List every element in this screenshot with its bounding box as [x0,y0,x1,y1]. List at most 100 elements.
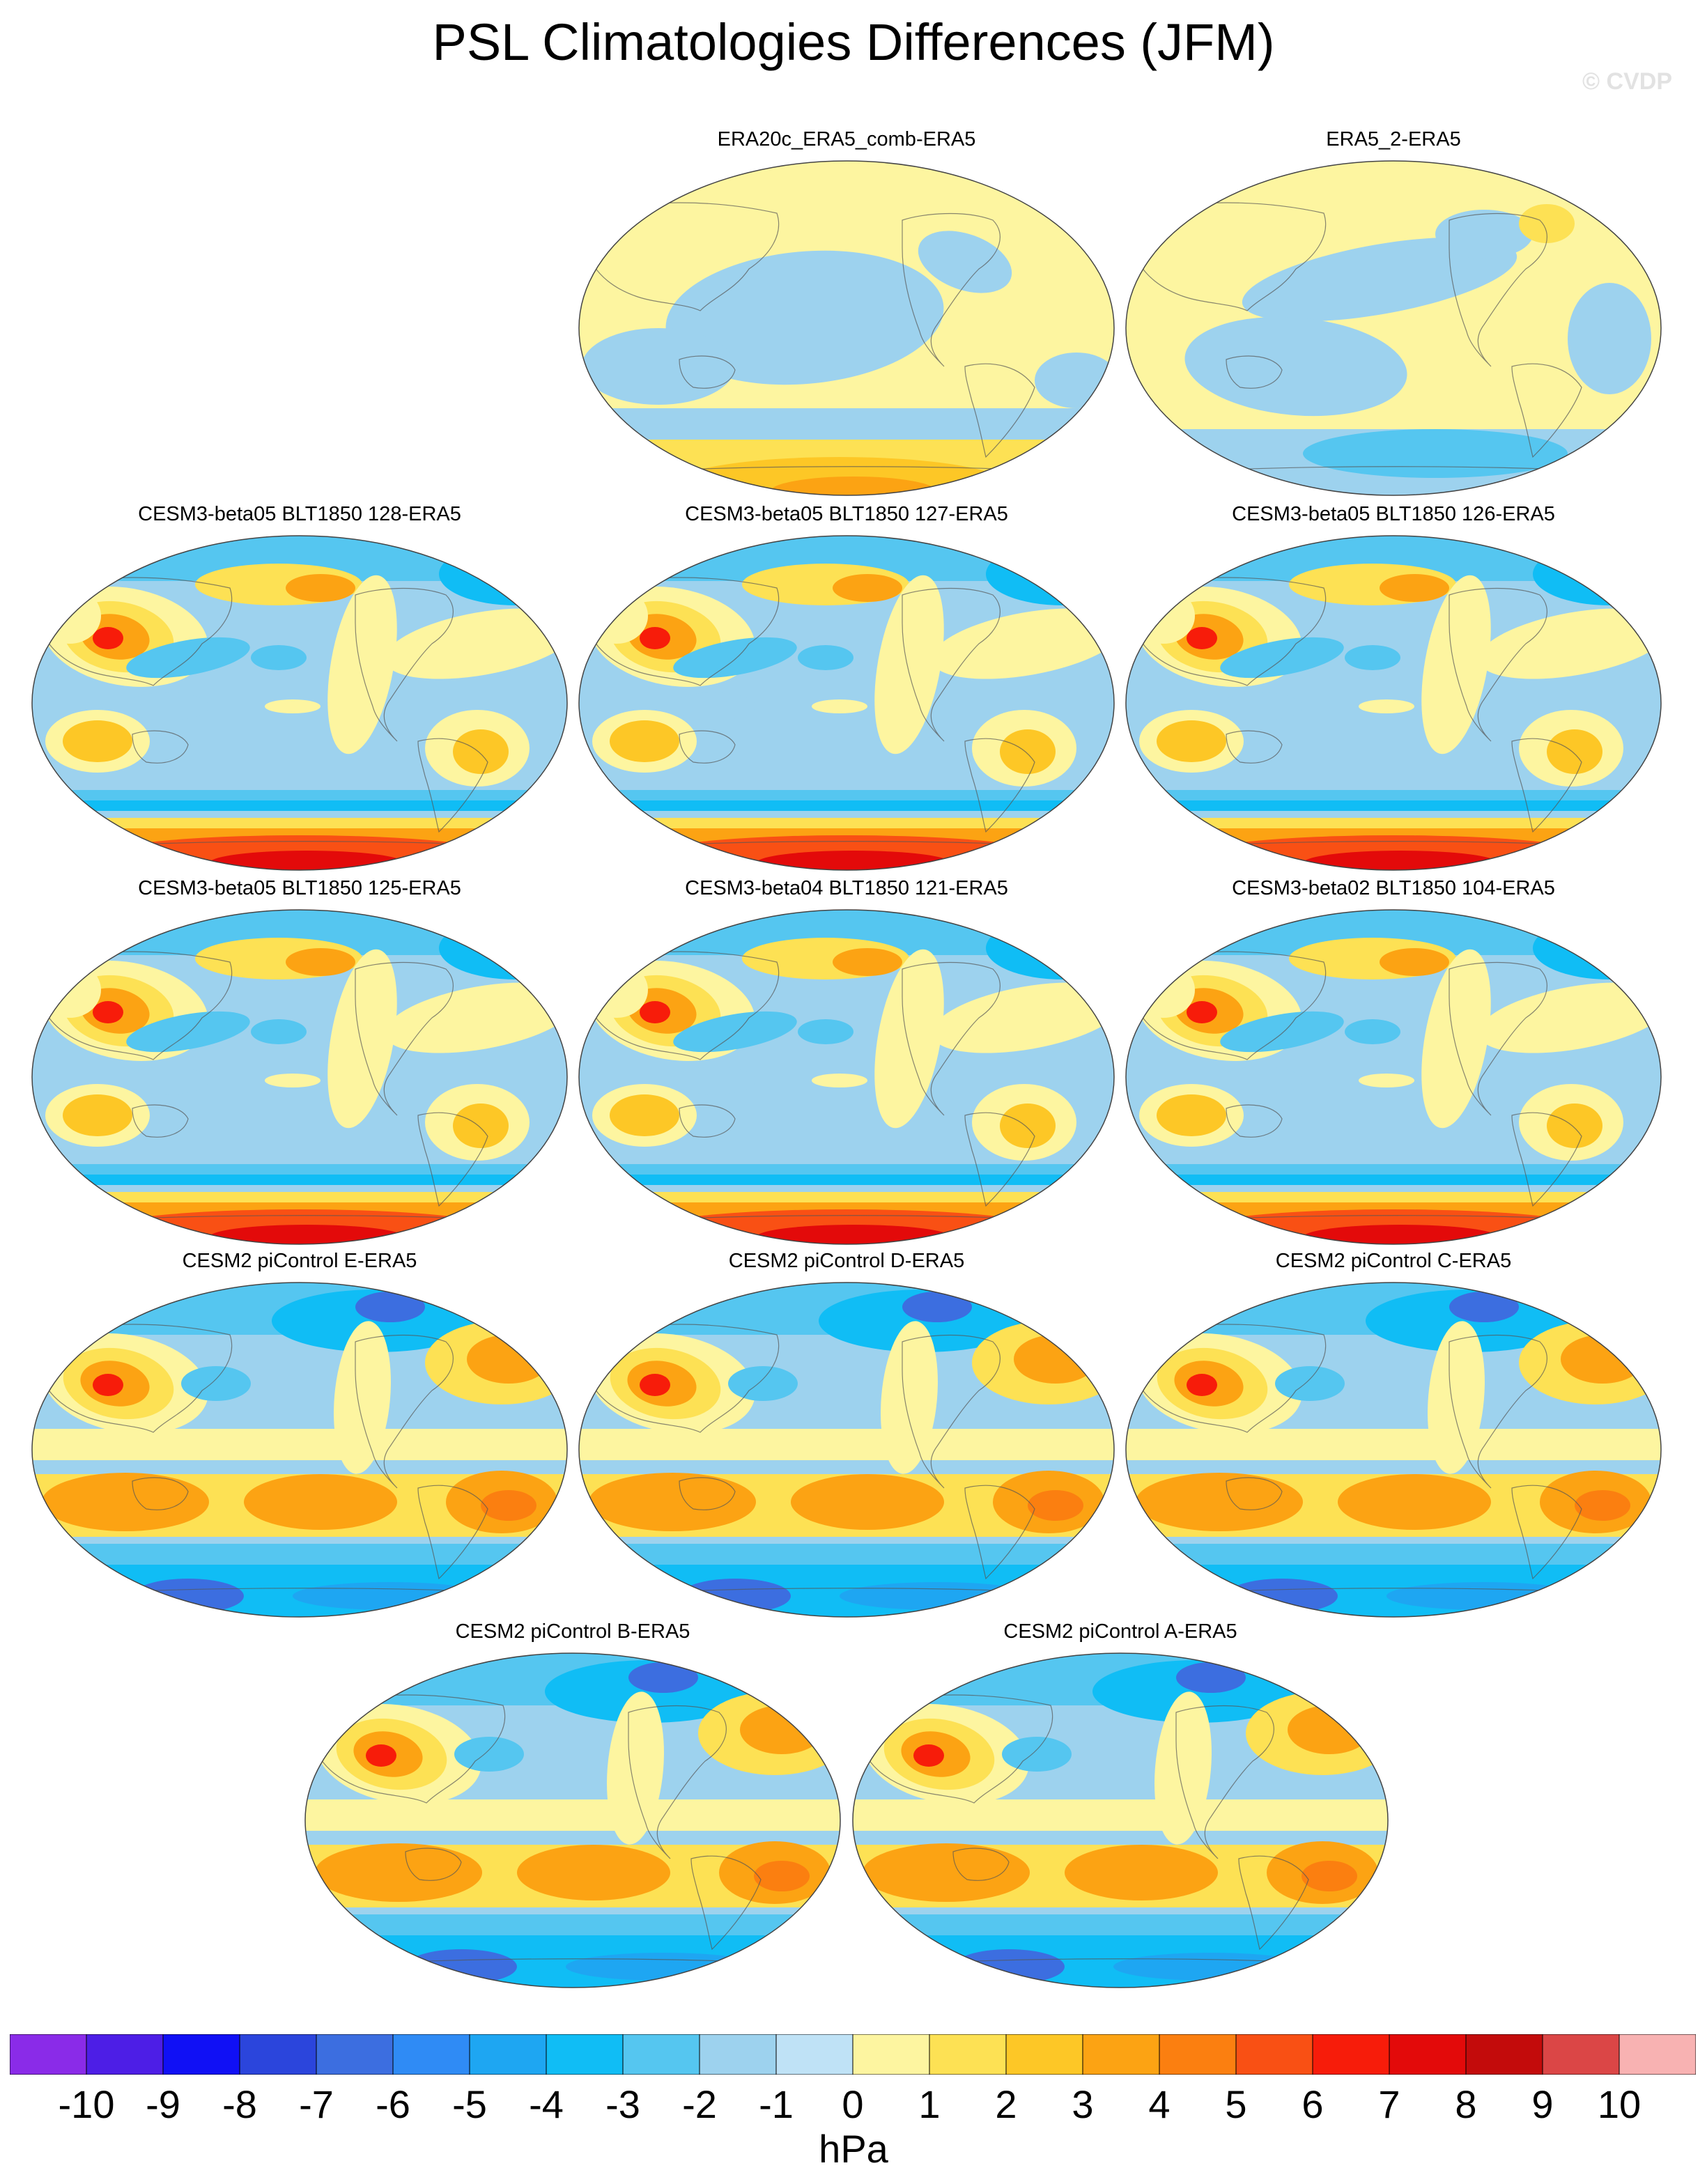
map-outline [1125,535,1662,871]
field-region [366,1744,396,1767]
psl-difference-field [1126,910,1661,1244]
map-outline [578,1282,1115,1618]
colorbar-tick-label: 6 [1302,2082,1324,2126]
map-panel: CESM3-beta05 BLT1850 125-ERA5 [28,874,571,1250]
colorbar-tick-label: -9 [146,2082,180,2126]
field-region [453,729,509,774]
field-region [672,1067,756,1094]
colorbar-swatch [622,2034,700,2075]
field-band [579,1544,1114,1565]
field-region [42,1473,209,1531]
field-region [640,1374,670,1396]
field-region [1242,237,1517,322]
field-region [517,1845,670,1900]
field-region [1184,316,1407,417]
field-region [640,627,670,649]
colorbar-tick-label: -3 [605,2082,640,2126]
panel-title: CESM3-beta05 BLT1850 125-ERA5 [138,877,461,899]
field-region [453,1103,509,1148]
psl-difference-field [579,536,1114,870]
field-region [1421,575,1491,754]
colorbar-tick-label: 3 [1072,2082,1094,2126]
field-region [1113,1953,1308,1981]
map-outline [304,1652,841,1988]
psl-difference-field [579,910,1114,1244]
field-region [93,627,123,649]
colorbar-tick-label: -7 [299,2082,334,2126]
colorbar-swatch [929,2034,1007,2075]
field-region [327,575,397,754]
colorbar-swatch [1159,2034,1237,2075]
coastline-0 [902,212,1001,367]
colorbar [10,2034,1696,2075]
colorbar-tick-label: 8 [1455,2082,1477,2126]
field-region [132,1579,244,1613]
field-region [610,1094,679,1136]
map-projection [1125,1282,1662,1618]
coastline-2 [1135,1324,1327,1433]
field-region [1609,910,1661,948]
panel-title: CESM3-beta05 BLT1850 126-ERA5 [1232,503,1555,525]
map-panel: CESM3-beta05 BLT1850 128-ERA5 [28,500,571,876]
field-region [1187,1001,1217,1023]
coastline-2 [41,1324,233,1433]
field-region [1132,588,1195,644]
colorbar-swatch [546,2034,624,2075]
field-region [63,720,132,762]
field-region [1302,1861,1357,1891]
field-region [251,645,307,670]
field-region [126,1011,250,1053]
field-region [516,910,567,948]
map-projection [1125,160,1662,496]
field-region [1568,283,1651,394]
field-region [1575,1490,1630,1521]
coastline-3 [1226,1477,1283,1510]
coastline-0 [1175,1705,1274,1859]
field-region [265,1074,320,1087]
field-region [673,637,797,679]
psl-difference-field [853,1653,1388,1988]
coastline-0 [902,587,1001,742]
map-panel: CESM3-beta05 BLT1850 127-ERA5 [575,500,1118,876]
map-projection [31,909,568,1245]
field-region [327,949,397,1129]
field-region [798,645,854,670]
map-projection [578,160,1115,496]
field-region [286,948,355,976]
colorbar-swatch [392,2034,470,2075]
field-region [1219,692,1303,720]
field-region [1435,210,1533,258]
coastline-3 [679,1477,736,1510]
field-region [628,1662,698,1693]
field-band [579,800,1114,811]
map-panel: CESM3-beta02 BLT1850 104-ERA5 [1122,874,1665,1250]
map-outline [578,160,1115,496]
colorbar-tick-label: -4 [529,2082,564,2126]
coastline-3 [952,1848,1010,1881]
colorbar-swatches [10,2034,1696,2075]
field-band [32,1544,567,1565]
map-outline [31,535,568,871]
coastline-0 [1449,587,1547,742]
colorbar-tick-label: 9 [1531,2082,1554,2126]
coastline-3 [405,1848,462,1881]
field-region [1132,962,1195,1018]
field-region [1157,1094,1226,1136]
map-projection [852,1652,1389,1988]
field-region [1478,608,1661,679]
map-outline [1125,160,1662,496]
field-region [467,1335,550,1384]
field-region [1338,1474,1491,1530]
colorbar-tick-label: -1 [759,2082,794,2126]
colorbar-swatch [1619,2034,1696,2075]
coastline-3 [1226,730,1283,764]
field-region [1002,1737,1072,1772]
colorbar-swatch [1005,2034,1083,2075]
field-band [32,1429,567,1460]
field-region [1288,1705,1371,1754]
panel-title: CESM2 piControl B-ERA5 [455,1620,690,1643]
map-projection [578,535,1115,871]
field-region [874,575,944,754]
field-region [833,574,902,602]
panel-title: CESM3-beta05 BLT1850 127-ERA5 [685,503,1008,525]
